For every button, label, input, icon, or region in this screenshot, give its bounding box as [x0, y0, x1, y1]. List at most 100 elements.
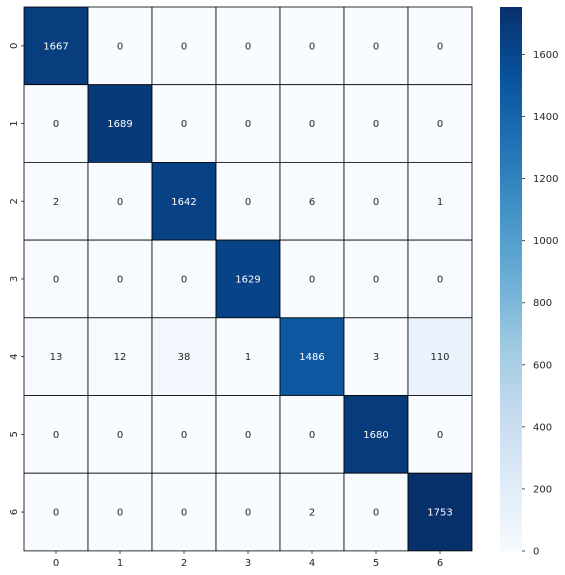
y-tick-label-1: 1: [9, 120, 20, 126]
cell-value-2-0: 2: [53, 197, 59, 208]
heatmap-cell-3-0: [23, 239, 89, 319]
heatmap-cell-5-6: [407, 395, 473, 474]
heatmap-cell-0-3: [215, 6, 281, 86]
cell-value-3-2: 0: [181, 274, 187, 285]
y-axis-ticks: 0 1 2 3 4 5 6: [9, 43, 24, 515]
cell-value-5-2: 0: [181, 430, 187, 441]
cell-value-1-0: 0: [53, 119, 59, 130]
x-tick-label-5: 5: [373, 558, 379, 569]
heatmap-cell-2-3: [215, 161, 281, 241]
heatmap-cell-2-0: [23, 161, 89, 241]
cell-value-1-3: 0: [245, 119, 251, 130]
cell-value-0-2: 0: [181, 41, 187, 52]
colorbar-tick-label-0: 0: [533, 547, 539, 558]
x-tick-label-1: 1: [117, 558, 123, 569]
cell-value-5-3: 0: [245, 430, 251, 441]
cell-value-1-1: 1689: [107, 119, 132, 130]
y-tick-label-5: 5: [9, 431, 20, 437]
heatmap-cell-3-6: [407, 239, 473, 319]
cell-value-5-1: 0: [117, 430, 123, 441]
heatmap-cell-5-0: [23, 395, 89, 474]
colorbar-tick-label-1: 200: [533, 484, 552, 495]
x-tick-label-4: 4: [309, 558, 315, 569]
cell-value-4-6: 110: [430, 352, 449, 363]
cell-value-0-3: 0: [245, 41, 251, 52]
heatmap-cell-1-6: [407, 84, 473, 163]
cell-value-2-4: 6: [309, 197, 315, 208]
cell-value-4-4: 1486: [299, 352, 324, 363]
x-tick-label-6: 6: [437, 558, 443, 569]
cell-value-6-0: 0: [53, 508, 59, 519]
heatmap-cell-2-5: [343, 161, 409, 241]
heatmap-cell-4-2: [151, 317, 217, 396]
cell-value-6-2: 0: [181, 508, 187, 519]
cell-value-1-2: 0: [181, 119, 187, 130]
cell-value-5-5: 1680: [363, 430, 388, 441]
heatmap-cell-2-4: [279, 161, 345, 241]
cell-value-1-6: 0: [437, 119, 443, 130]
cell-value-0-6: 0: [437, 41, 443, 52]
heatmap-cell-1-2: [151, 84, 217, 163]
heatmap-cell-3-5: [343, 239, 409, 319]
cell-value-3-3: 1629: [235, 274, 260, 285]
cell-value-0-1: 0: [117, 41, 123, 52]
x-axis-ticks: 0 1 2 3 4 5 6: [53, 550, 443, 569]
heatmap-cell-3-1: [87, 239, 153, 319]
cell-value-6-4: 2: [309, 508, 315, 519]
cell-value-5-6: 0: [437, 430, 443, 441]
cell-value-6-1: 0: [117, 508, 123, 519]
colorbar-tick-label-7: 1400: [533, 112, 558, 123]
cell-value-4-3: 1: [245, 352, 251, 363]
colorbar: [500, 7, 522, 551]
x-tick-label-2: 2: [181, 558, 187, 569]
cell-value-4-5: 3: [373, 352, 379, 363]
heatmap-cell-4-0: [23, 317, 89, 396]
heatmap-cell-2-1: [87, 161, 153, 241]
cell-value-1-4: 0: [309, 119, 315, 130]
cell-value-3-4: 0: [309, 274, 315, 285]
y-tick-label-6: 6: [9, 509, 20, 515]
colorbar-tick-label-2: 400: [533, 422, 552, 433]
colorbar-tick-label-3: 600: [533, 360, 552, 371]
cell-value-0-4: 0: [309, 41, 315, 52]
heatmap-cell-6-3: [215, 472, 281, 552]
cell-value-4-2: 38: [178, 352, 191, 363]
heatmap-cell-6-0: [23, 472, 89, 552]
heatmap-cell-6-5: [343, 472, 409, 552]
cell-value-0-5: 0: [373, 41, 379, 52]
x-tick-label-0: 0: [53, 558, 59, 569]
cell-value-2-3: 0: [245, 197, 251, 208]
cell-value-5-4: 0: [309, 430, 315, 441]
y-tick-label-3: 3: [9, 276, 20, 282]
cell-value-4-1: 12: [114, 352, 127, 363]
cell-value-3-5: 0: [373, 274, 379, 285]
heatmap-cell-5-1: [87, 395, 153, 474]
heatmap-cell-2-2: [151, 161, 217, 241]
heatmap-cell-6-4: [279, 472, 345, 552]
cell-value-2-2: 1642: [171, 197, 196, 208]
heatmap-cell-1-5: [343, 84, 409, 163]
heatmap-cell-6-6: [407, 472, 473, 552]
heatmap-cell-1-4: [279, 84, 345, 163]
cell-value-0-0: 1667: [43, 41, 68, 52]
y-tick-label-2: 2: [9, 198, 20, 204]
heatmap-cell-4-6: [407, 317, 473, 396]
heatmap-cell-0-1: [87, 6, 153, 86]
cell-value-3-1: 0: [117, 274, 123, 285]
cell-value-4-0: 13: [50, 352, 63, 363]
heatmap-cell-0-0: [23, 6, 89, 86]
heatmap-cell-6-2: [151, 472, 217, 552]
cell-value-5-0: 0: [53, 430, 59, 441]
colorbar-tick-label-6: 1200: [533, 174, 558, 185]
x-tick-label-3: 3: [245, 558, 251, 569]
cell-value-3-6: 0: [437, 274, 443, 285]
colorbar-ticks: 0 200 400 600 800 1000 1200 1400 1600: [522, 50, 558, 558]
colorbar-tick-label-5: 1000: [533, 236, 558, 247]
heatmap-cell-0-2: [151, 6, 217, 86]
cell-value-3-0: 0: [53, 274, 59, 285]
y-tick-label-0: 0: [9, 43, 20, 49]
cell-value-1-5: 0: [373, 119, 379, 130]
cell-value-6-6: 1753: [427, 508, 452, 519]
cell-value-2-1: 0: [117, 197, 123, 208]
